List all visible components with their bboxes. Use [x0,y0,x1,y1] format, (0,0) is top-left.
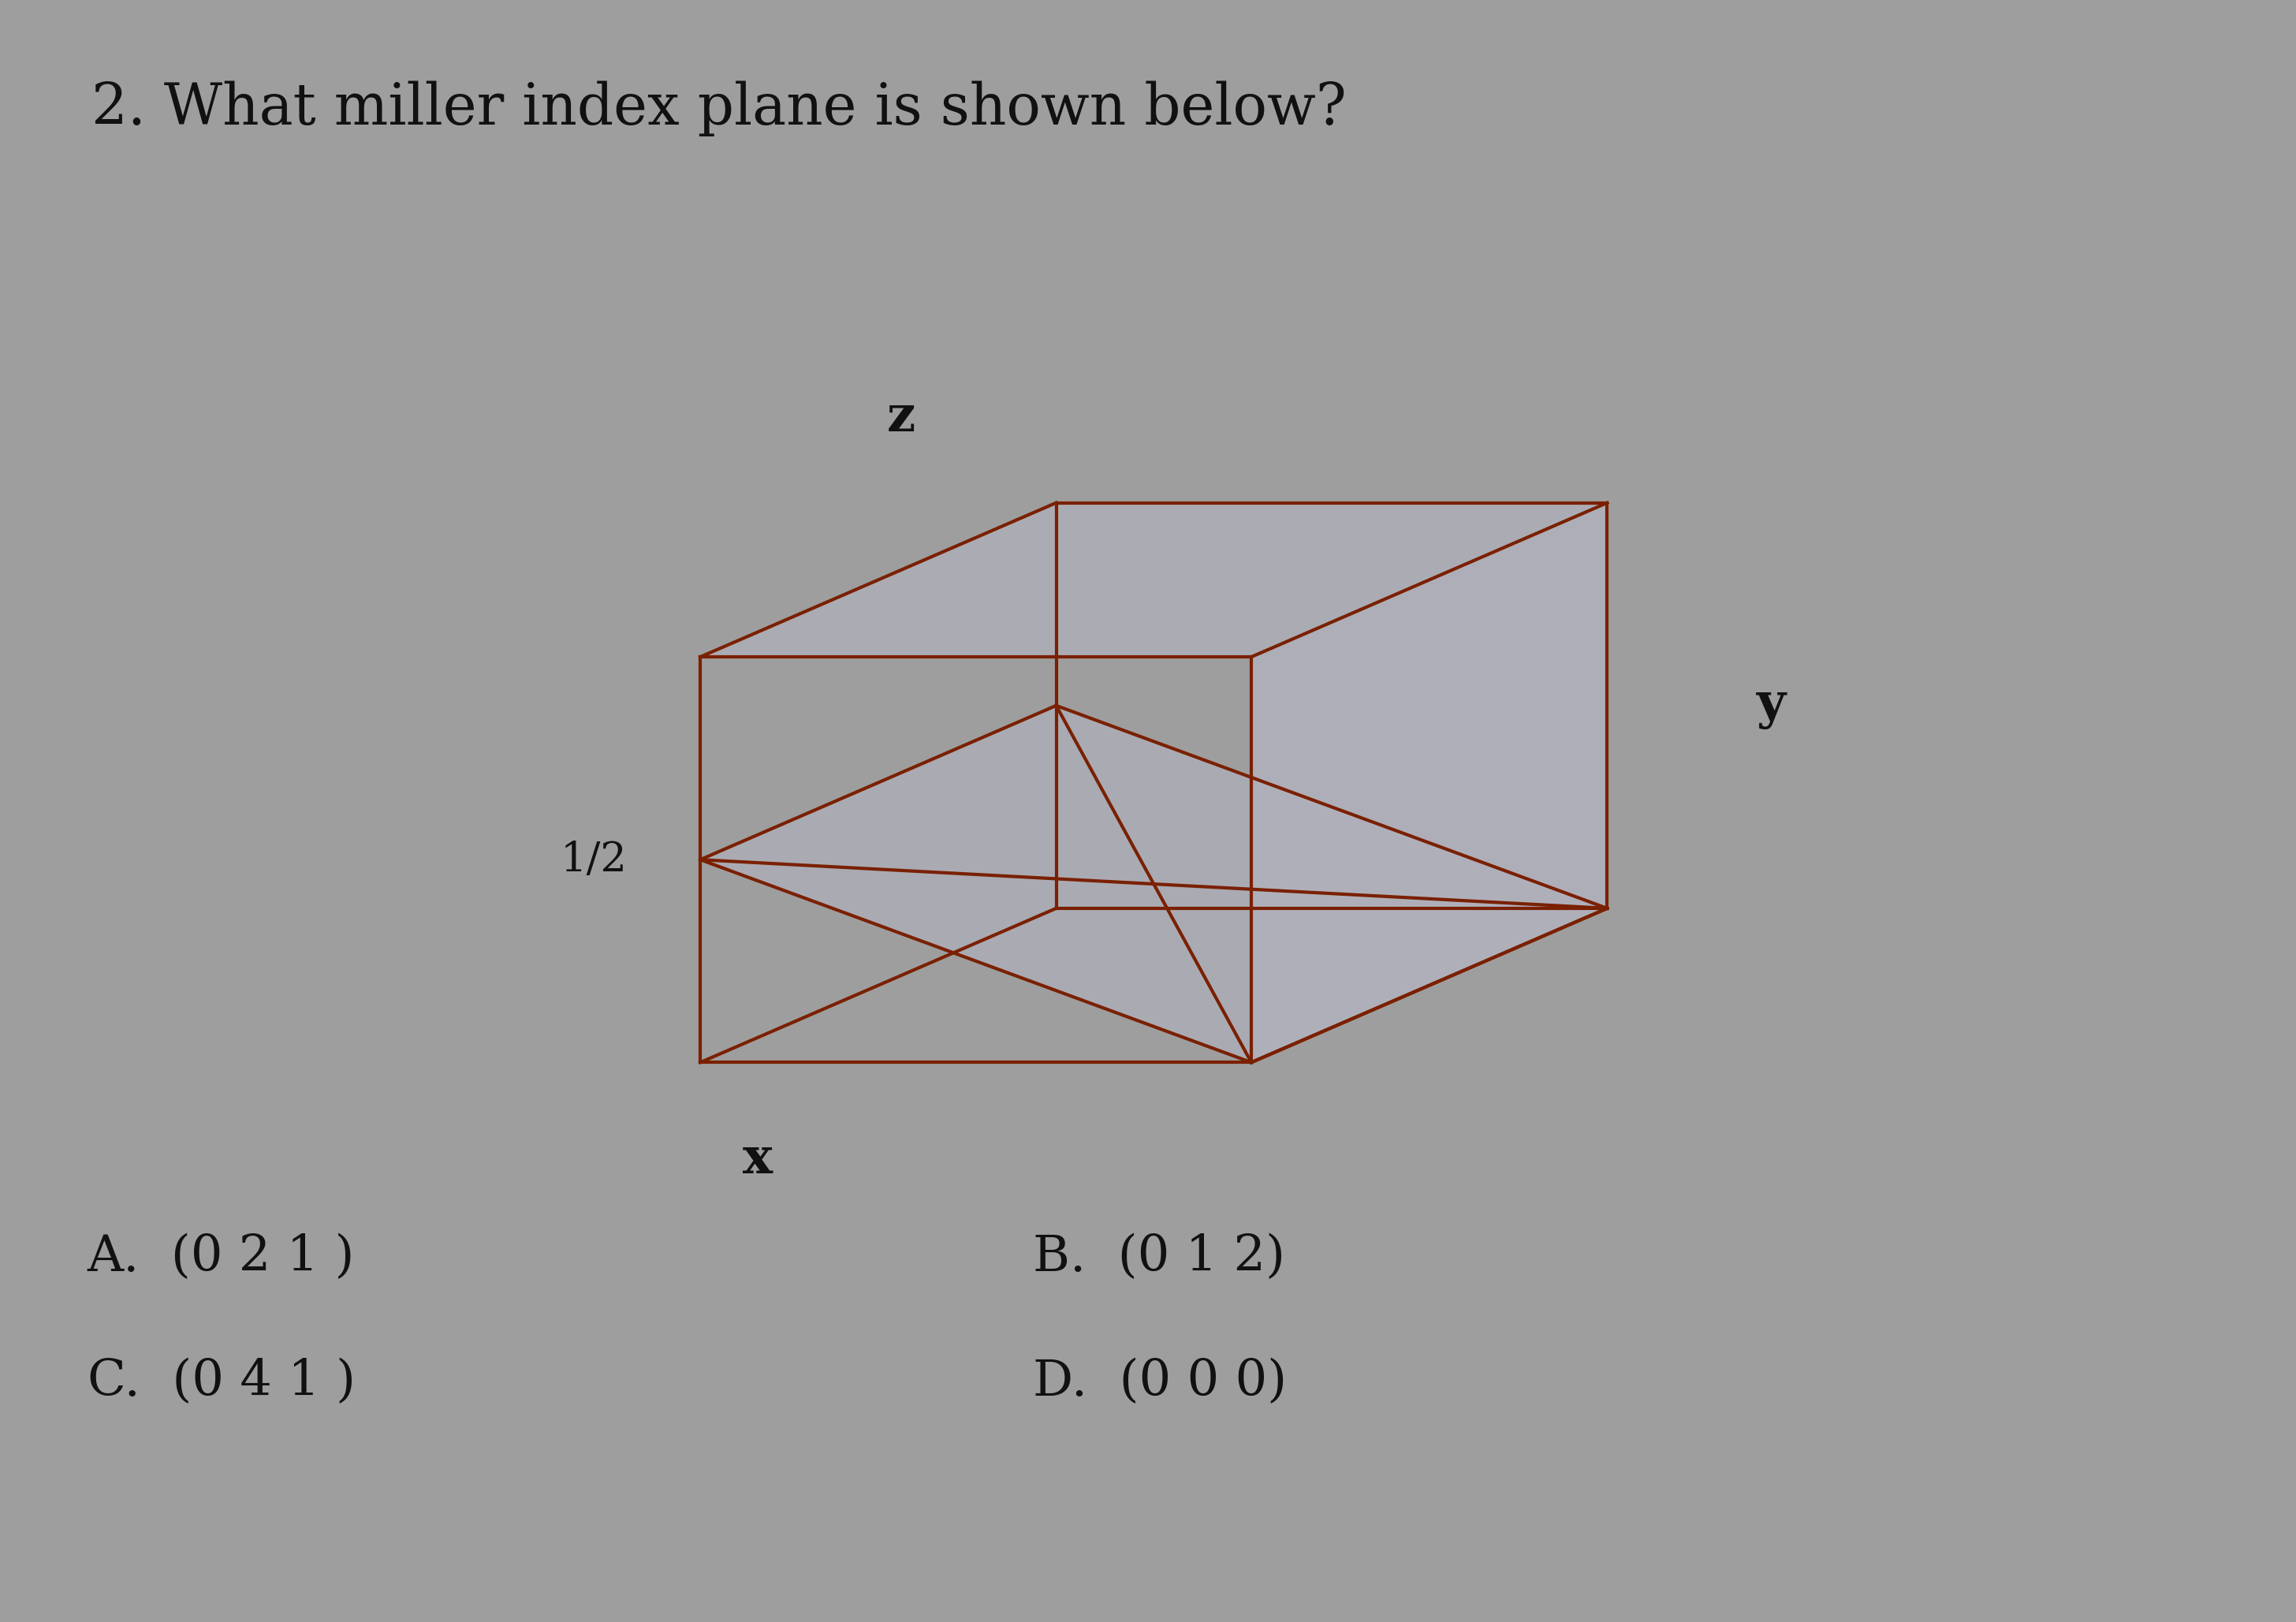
Text: D.  (0 0 0): D. (0 0 0) [1033,1358,1288,1406]
Text: A.  (0 2 1 ): A. (0 2 1 ) [87,1233,356,1281]
Polygon shape [700,706,1607,1062]
Text: 2. What miller index plane is shown below?: 2. What miller index plane is shown belo… [92,81,1348,136]
Text: y: y [1756,681,1786,730]
Text: x: x [742,1135,774,1184]
Polygon shape [700,503,1607,657]
Text: B.  (0 1 2): B. (0 1 2) [1033,1233,1286,1281]
Text: C.  (0 4 1 ): C. (0 4 1 ) [87,1358,356,1406]
Text: 1/2: 1/2 [560,840,627,879]
Text: z: z [886,393,916,441]
Polygon shape [1251,503,1607,1062]
